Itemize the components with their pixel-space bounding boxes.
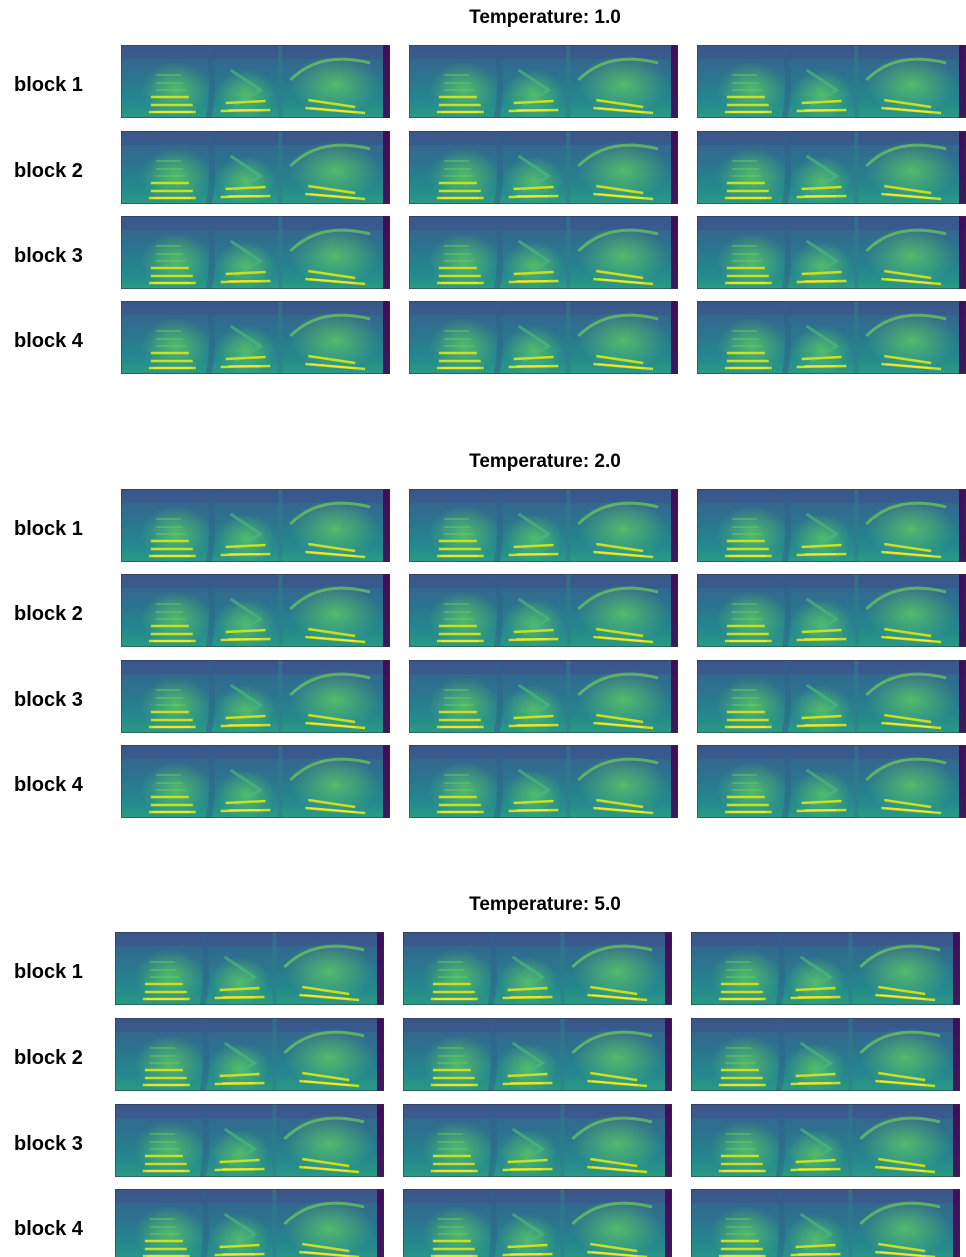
spectrogram bbox=[121, 216, 390, 291]
spectrogram bbox=[409, 131, 678, 206]
spectrogram bbox=[115, 1018, 384, 1093]
spectrogram bbox=[691, 1104, 960, 1179]
spectrogram bbox=[121, 301, 390, 376]
row-label: block 1 bbox=[14, 518, 83, 540]
spectrogram bbox=[403, 1189, 672, 1257]
section-title: Temperature: 2.0 bbox=[469, 451, 621, 472]
spectrogram bbox=[121, 45, 390, 120]
spectrogram bbox=[121, 660, 390, 735]
row-label: block 4 bbox=[14, 774, 84, 796]
spectrogram bbox=[403, 932, 672, 1007]
row-label: block 1 bbox=[14, 74, 83, 96]
row-label: block 2 bbox=[14, 1047, 83, 1069]
row-label: block 3 bbox=[14, 1133, 83, 1155]
spectrogram bbox=[697, 745, 966, 820]
section-title: Temperature: 1.0 bbox=[469, 7, 621, 28]
spectrogram bbox=[121, 745, 390, 820]
row-label: block 2 bbox=[14, 603, 83, 625]
spectrogram bbox=[691, 1018, 960, 1093]
figure: Temperature: 1.0 block 1 block 2 block 3 blo… bbox=[0, 0, 966, 1257]
spectrogram bbox=[403, 1018, 672, 1093]
spectrogram bbox=[697, 45, 966, 120]
spectrogram bbox=[697, 489, 966, 564]
spectrogram bbox=[697, 216, 966, 291]
row-label: block 4 bbox=[14, 1218, 84, 1240]
section-title: Temperature: 5.0 bbox=[469, 894, 621, 915]
spectrogram bbox=[409, 489, 678, 564]
spectrogram bbox=[115, 1189, 384, 1257]
spectrogram bbox=[691, 1189, 960, 1257]
row-label: block 4 bbox=[14, 330, 84, 352]
row-label: block 1 bbox=[14, 961, 83, 983]
row-label: block 3 bbox=[14, 245, 83, 267]
spectrogram bbox=[409, 301, 678, 376]
spectrogram bbox=[121, 574, 390, 649]
spectrogram bbox=[403, 1104, 672, 1179]
spectrogram bbox=[697, 574, 966, 649]
spectrogram bbox=[697, 131, 966, 206]
spectrogram bbox=[409, 745, 678, 820]
spectrogram bbox=[409, 574, 678, 649]
spectrogram bbox=[697, 301, 966, 376]
spectrogram bbox=[409, 660, 678, 735]
page: Temperature: 1.0 block 1 block 2 block 3 blo… bbox=[0, 0, 966, 1257]
spectrogram bbox=[121, 489, 390, 564]
spectrogram bbox=[691, 932, 960, 1007]
row-label: block 2 bbox=[14, 160, 83, 182]
spectrogram bbox=[409, 216, 678, 291]
spectrogram bbox=[697, 660, 966, 735]
spectrogram bbox=[409, 45, 678, 120]
spectrogram bbox=[121, 131, 390, 206]
spectrogram bbox=[115, 932, 384, 1007]
row-label: block 3 bbox=[14, 689, 83, 711]
spectrogram bbox=[115, 1104, 384, 1179]
